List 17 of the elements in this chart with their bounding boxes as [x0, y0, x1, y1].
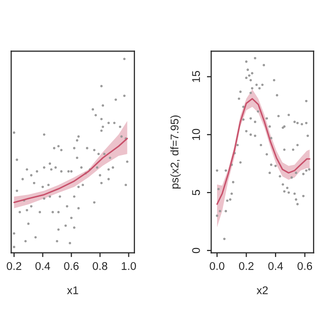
line-series [216, 98, 310, 205]
x-tick-label: 0.2 [6, 262, 22, 270]
x-tick-label: 0.4 [268, 262, 283, 270]
x-tick-label: 1.0 [122, 262, 136, 270]
y-tick-label: 10 [192, 128, 200, 140]
x-axis-title: x1 [67, 286, 78, 294]
x-axis-title: x2 [256, 286, 268, 294]
y-tick-label: 15 [192, 70, 200, 82]
x-tick-label: 0.6 [298, 262, 312, 270]
y-axis-title: ps(x2, df=7.95) [170, 115, 181, 188]
x-tick-label: 0.4 [35, 262, 50, 270]
x-tick-label: 0.0 [210, 262, 224, 270]
x-tick-label: 0.2 [239, 262, 254, 270]
y-tick-label: 0 [192, 248, 200, 254]
y-tick-label: 5 [192, 190, 200, 196]
x-tick-label: 0.6 [64, 262, 79, 270]
x-tick-label: 0.8 [92, 262, 108, 270]
